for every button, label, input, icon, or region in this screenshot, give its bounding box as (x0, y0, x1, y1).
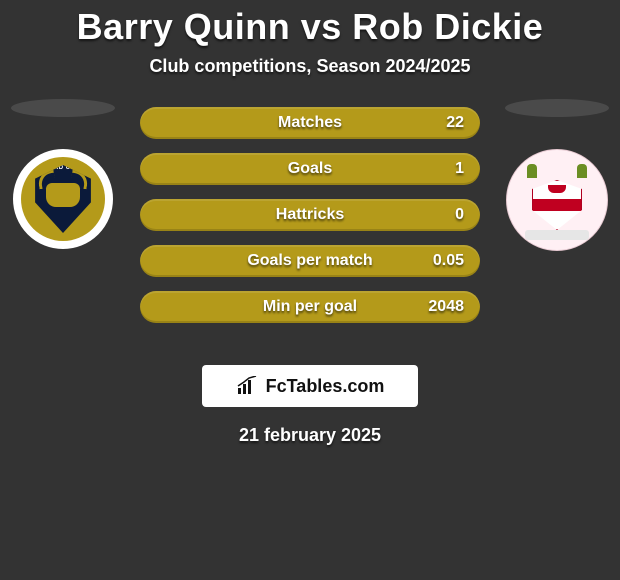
stat-value: 1 (455, 160, 464, 178)
bristol-ship-icon (548, 185, 566, 193)
stat-bar-hattricks: Hattricks 0 (140, 199, 480, 231)
ox-head-icon (46, 183, 80, 207)
stat-label: Goals per match (247, 252, 372, 270)
main-content: OXFORD UNITED (0, 107, 620, 347)
date-text: 21 february 2025 (0, 425, 620, 446)
stat-label: Min per goal (263, 298, 357, 316)
brand-box: FcTables.com (202, 365, 418, 407)
stat-value: 22 (446, 114, 464, 132)
bar-chart-icon (236, 376, 260, 396)
oxford-badge-inner: OXFORD UNITED (21, 157, 105, 241)
stat-bar-goals: Goals 1 (140, 153, 480, 185)
page-title: Barry Quinn vs Rob Dickie (0, 6, 620, 48)
stat-value: 0 (455, 206, 464, 224)
page-subtitle: Club competitions, Season 2024/2025 (0, 56, 620, 77)
stat-bar-goals-per-match: Goals per match 0.05 (140, 245, 480, 277)
right-team-badge (506, 149, 608, 251)
left-team-column: OXFORD UNITED (8, 99, 118, 339)
stat-bar-matches: Matches 22 (140, 107, 480, 139)
right-team-column (502, 99, 612, 339)
bristol-crest-supporters (527, 164, 587, 180)
stat-value: 2048 (428, 298, 464, 316)
comparison-card: Barry Quinn vs Rob Dickie Club competiti… (0, 6, 620, 580)
left-shadow-ellipse (11, 99, 115, 117)
crest-left-icon (527, 164, 537, 178)
stat-label: Hattricks (276, 206, 344, 224)
stat-bars: Matches 22 Goals 1 Hattricks 0 Goals per… (140, 107, 480, 323)
oxford-shield-icon: OXFORD UNITED (32, 165, 94, 233)
bristol-scroll-icon (525, 230, 589, 240)
bristol-stripe-icon (533, 199, 581, 211)
brand-text: FcTables.com (266, 376, 385, 397)
left-team-badge: OXFORD UNITED (13, 149, 113, 249)
crest-right-icon (577, 164, 587, 178)
stat-label: Matches (278, 114, 342, 132)
bristol-shield-icon (532, 180, 582, 230)
stat-value: 0.05 (433, 252, 464, 270)
stat-label: Goals (288, 160, 332, 178)
oxford-badge-text: OXFORD UNITED (32, 165, 94, 171)
stat-bar-min-per-goal: Min per goal 2048 (140, 291, 480, 323)
right-shadow-ellipse (505, 99, 609, 117)
